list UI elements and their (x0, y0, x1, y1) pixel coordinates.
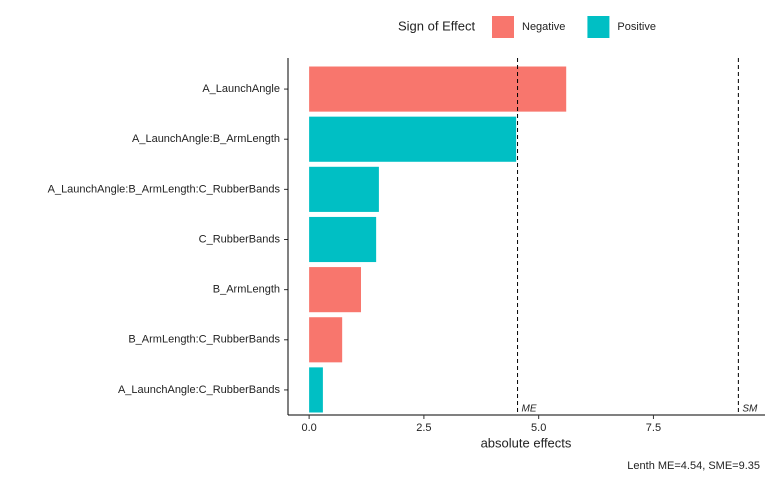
reference-label: SM (742, 404, 758, 415)
y-tick-label: B_ArmLength (213, 284, 280, 296)
legend-label: Negative (522, 21, 565, 33)
legend-swatch (587, 16, 610, 38)
bar (309, 317, 343, 363)
y-tick-label: C_RubberBands (199, 233, 281, 245)
bar (309, 66, 567, 112)
x-tick-label: 7.5 (646, 422, 661, 434)
legend-title: Sign of Effect (398, 18, 475, 33)
bar (309, 166, 379, 212)
caption: Lenth ME=4.54, SME=9.35 (627, 460, 760, 472)
x-axis-label: absolute effects (481, 435, 572, 450)
x-tick-label: 2.5 (416, 422, 431, 434)
y-tick-label: A_LaunchAngle:C_RubberBands (118, 384, 281, 396)
y-tick-label: A_LaunchAngle (202, 83, 280, 95)
bar (309, 216, 377, 263)
legend-swatch (492, 16, 514, 38)
bar (309, 267, 361, 313)
bar (309, 116, 517, 162)
x-tick-label: 0.0 (301, 422, 316, 434)
y-tick-label: A_LaunchAngle:B_ArmLength (132, 133, 280, 145)
bar (309, 367, 323, 413)
reference-label: ME (522, 404, 537, 415)
y-tick-label: A_LaunchAngle:B_ArmLength:C_RubberBands (48, 183, 281, 195)
y-tick-label: B_ArmLength:C_RubberBands (128, 334, 280, 346)
legend-label: Positive (617, 21, 656, 33)
x-tick-label: 5.0 (531, 422, 546, 434)
